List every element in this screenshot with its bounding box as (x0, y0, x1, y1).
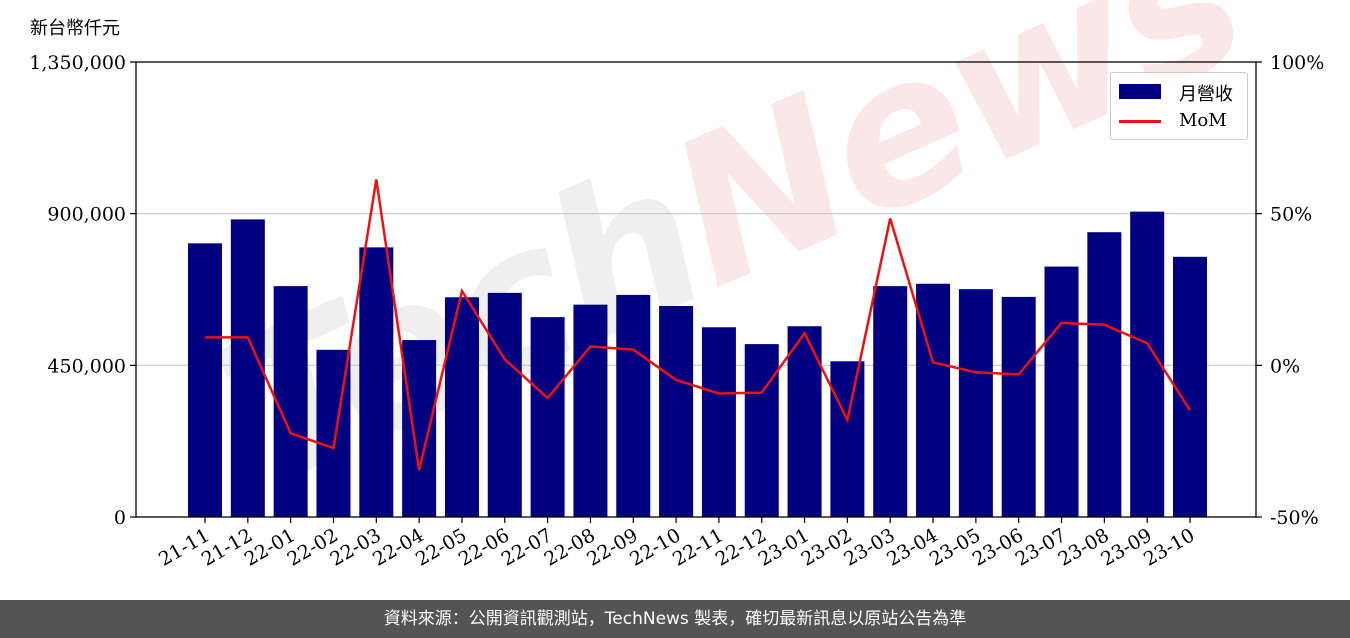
source-footer: 資料來源：公開資訊觀測站，TechNews 製表，確切最新訊息以原站公告為準 (0, 600, 1350, 638)
revenue-bar (1173, 256, 1207, 517)
mom-line (205, 179, 1192, 471)
revenue-bar (744, 344, 779, 517)
legend-label-revenue: 月營收 (1179, 84, 1233, 105)
right-tick-label: 0% (1270, 355, 1300, 377)
revenue-bar (444, 297, 479, 517)
revenue-bar (873, 286, 908, 517)
revenue-bar (958, 289, 993, 517)
legend-label-mom: MoM (1179, 110, 1227, 131)
right-tick-label: -50% (1270, 507, 1319, 529)
chart-legend: 月營收 MoM (1110, 72, 1248, 140)
revenue-bar (402, 340, 437, 517)
revenue-bar (188, 243, 222, 517)
legend-swatch-mom (1119, 120, 1161, 123)
y-axis-unit-label: 新台幣仟元 (30, 18, 120, 39)
revenue-bar (701, 327, 736, 517)
x-tick-label: 23-10 (1140, 524, 1198, 570)
revenue-bar (273, 286, 308, 517)
revenue-bar (830, 361, 865, 517)
revenue-bar (530, 317, 565, 517)
left-tick-label: 1,350,000 (29, 52, 126, 74)
revenue-bar (1087, 232, 1122, 517)
revenue-bar (1130, 211, 1165, 517)
right-tick-label: 100% (1270, 52, 1324, 74)
left-tick-label: 900,000 (47, 204, 126, 226)
revenue-bar (230, 219, 265, 517)
revenue-bar (616, 294, 651, 517)
revenue-bar (487, 292, 522, 517)
revenue-bar (573, 304, 608, 517)
revenue-bar (659, 306, 694, 517)
legend-item-revenue: 月營收 (1117, 79, 1243, 105)
left-tick-label: 0 (114, 507, 126, 529)
revenue-bar (1001, 296, 1036, 517)
revenue-bar (359, 247, 394, 518)
left-tick-label: 450,000 (47, 355, 126, 377)
revenue-chart: 0450,000900,0001,350,000-50%0%50%100%21-… (29, 52, 1324, 571)
revenue-bar (1044, 266, 1079, 517)
plot-frame (135, 61, 1257, 518)
right-tick-label: 50% (1270, 204, 1312, 226)
legend-item-mom: MoM (1117, 109, 1243, 133)
legend-swatch-revenue (1119, 84, 1161, 99)
